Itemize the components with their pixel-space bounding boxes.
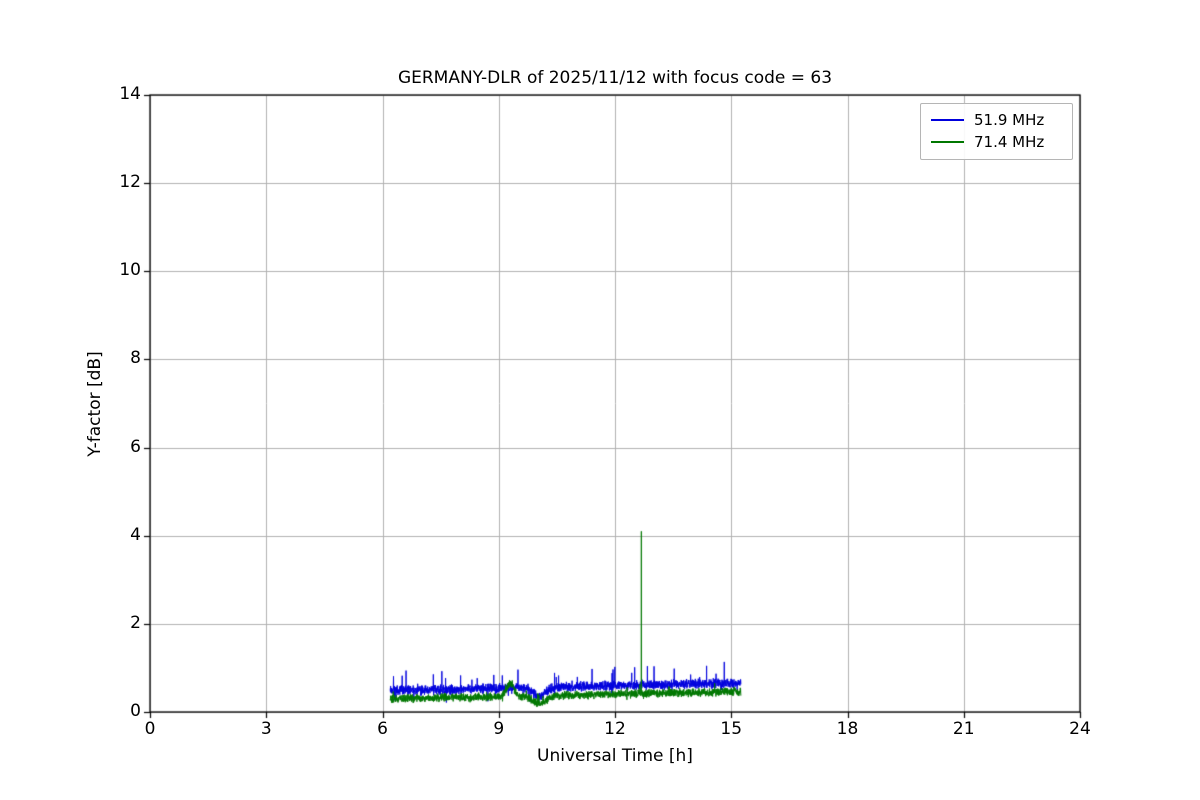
legend-label: 51.9 MHz [974, 111, 1045, 129]
x-tick-label: 18 [836, 719, 859, 739]
x-tick-label: 15 [720, 719, 743, 739]
x-tick-label: 21 [952, 719, 975, 739]
x-tick-label: 9 [493, 719, 505, 739]
chart-title: GERMANY-DLR of 2025/11/12 with focus cod… [397, 68, 833, 88]
y-tick-label: 10 [119, 260, 141, 281]
y-tick-label: 12 [119, 172, 141, 193]
x-tick-label: 6 [377, 719, 388, 739]
legend: 51.9 MHz 71.4 MHz [920, 103, 1073, 160]
x-tick-label: 0 [144, 719, 156, 739]
x-tick-label: 12 [604, 719, 626, 739]
y-tick-label: 6 [130, 436, 141, 457]
legend-line-sample-51-9mhz [931, 119, 964, 121]
x-tick-label: 3 [260, 719, 272, 739]
legend-item: 51.9 MHz [929, 109, 1064, 131]
y-tick-label: 8 [130, 348, 141, 369]
legend-item: 71.4 MHz [929, 131, 1064, 153]
y-tick-label: 2 [130, 612, 141, 633]
x-tick-label: 24 [1069, 719, 1091, 739]
y-tick-label: 0 [130, 701, 141, 721]
y-tick-label: 14 [119, 84, 141, 104]
y-tick-label: 4 [130, 524, 141, 545]
legend-label: 71.4 MHz [974, 133, 1045, 151]
legend-line-sample-71-4mhz [931, 141, 964, 143]
x-axis-label: Universal Time [h] [537, 746, 693, 766]
